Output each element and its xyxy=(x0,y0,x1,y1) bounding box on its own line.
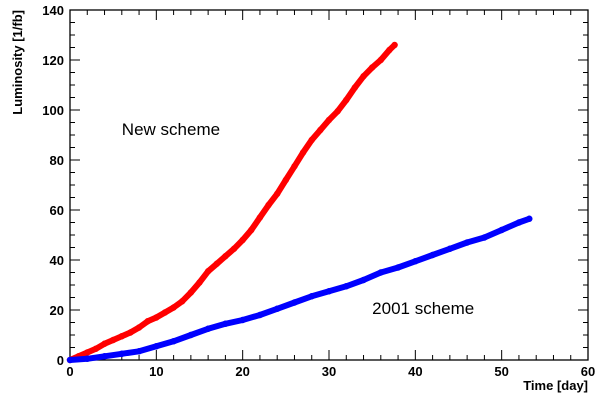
series-0-point xyxy=(84,349,91,356)
series-0-point xyxy=(101,340,108,347)
series-1-point xyxy=(377,269,384,276)
series-0-point xyxy=(248,226,255,234)
series-0-point xyxy=(239,236,246,244)
series-0-point xyxy=(127,329,134,336)
y-tick-label: 0 xyxy=(57,353,64,368)
series-0-point xyxy=(222,253,229,260)
series-0-point xyxy=(282,176,290,184)
series-1-point xyxy=(204,325,212,332)
series-1-point xyxy=(84,355,91,362)
x-tick-label: 0 xyxy=(66,364,73,379)
series-1-point xyxy=(412,258,419,265)
y-tick-label: 20 xyxy=(50,303,64,318)
series-0-point xyxy=(256,214,264,221)
x-tick-label: 30 xyxy=(322,364,336,379)
series-0-line xyxy=(67,42,398,363)
series-0-point xyxy=(179,298,186,305)
series-0-point xyxy=(299,149,307,156)
series-0-point xyxy=(161,309,169,316)
series-1-point xyxy=(446,245,454,252)
series-1-point xyxy=(274,305,281,312)
series-0-point xyxy=(153,314,160,321)
series-0-point xyxy=(351,84,359,91)
axis-ticks xyxy=(69,9,589,361)
series-1-point xyxy=(429,251,436,259)
series-0-point xyxy=(325,116,333,124)
series-1-point xyxy=(153,343,160,350)
series-1-point xyxy=(394,264,402,271)
series-0-point xyxy=(308,136,315,144)
x-tick-label: 50 xyxy=(494,364,508,379)
series-1-point xyxy=(343,283,350,290)
series-1-point xyxy=(360,276,367,284)
series-1-point xyxy=(291,299,298,306)
series-1-line xyxy=(67,215,533,363)
y-axis-title: Luminosity [1/fb] xyxy=(10,10,25,115)
x-tick-label: 60 xyxy=(581,364,595,379)
x-axis-title: Time [day] xyxy=(523,378,588,393)
series-1-point xyxy=(187,331,195,339)
x-tick-label: 20 xyxy=(235,364,249,379)
series-0-point xyxy=(196,279,203,286)
series-1-point xyxy=(526,215,533,222)
series-1-point xyxy=(66,356,74,364)
series-1-point xyxy=(170,338,177,345)
series-0-point xyxy=(187,289,195,296)
series-0-point xyxy=(334,108,341,115)
series-0-point xyxy=(317,126,324,134)
series-1-point xyxy=(481,234,488,241)
series-1-point xyxy=(498,226,505,234)
series-1-point xyxy=(515,219,523,226)
series-1-point xyxy=(101,353,108,360)
x-tick-label: 10 xyxy=(149,364,163,379)
series-1-point xyxy=(308,293,315,300)
series-1-point xyxy=(135,348,143,355)
series-0-point xyxy=(386,46,393,54)
series-0-point xyxy=(204,268,212,275)
series-0-point xyxy=(391,41,398,49)
series-0-point xyxy=(92,345,100,352)
series-0-point xyxy=(274,190,281,197)
series-1-point xyxy=(325,288,333,295)
y-tick-label: 80 xyxy=(50,153,64,168)
series-1-point xyxy=(239,316,246,324)
data-series xyxy=(66,41,533,364)
series-0-point xyxy=(109,336,117,344)
series-0-point xyxy=(230,245,238,252)
series-1-point xyxy=(256,311,264,319)
y-tick-label: 120 xyxy=(42,53,64,68)
series-0-point xyxy=(291,163,298,170)
series-0-point xyxy=(213,260,220,267)
series-0-point xyxy=(118,333,126,340)
series-1-point xyxy=(222,320,229,327)
series-0-point xyxy=(360,73,367,80)
plot-frame xyxy=(69,9,589,361)
tick-labels: 0 10 20 30 40 50 60 0 20 40 60 80 100 120 140 xyxy=(42,3,595,379)
annotation-new-scheme: New scheme xyxy=(122,120,220,139)
y-tick-label: 140 xyxy=(42,3,64,18)
series-0-point xyxy=(144,318,151,325)
series-0-point xyxy=(135,324,143,331)
series-1-point xyxy=(118,350,126,357)
series-0-point xyxy=(377,56,384,64)
x-tick-label: 40 xyxy=(408,364,422,379)
y-tick-label: 100 xyxy=(42,103,64,118)
y-tick-label: 60 xyxy=(50,203,64,218)
series-0-point xyxy=(170,304,177,311)
series-0-point xyxy=(343,96,350,104)
y-tick-label: 40 xyxy=(50,253,64,268)
series-0-point xyxy=(368,64,376,71)
series-0-point xyxy=(265,201,272,209)
series-1-point xyxy=(463,239,471,246)
annotation-2001-scheme: 2001 scheme xyxy=(372,299,474,318)
